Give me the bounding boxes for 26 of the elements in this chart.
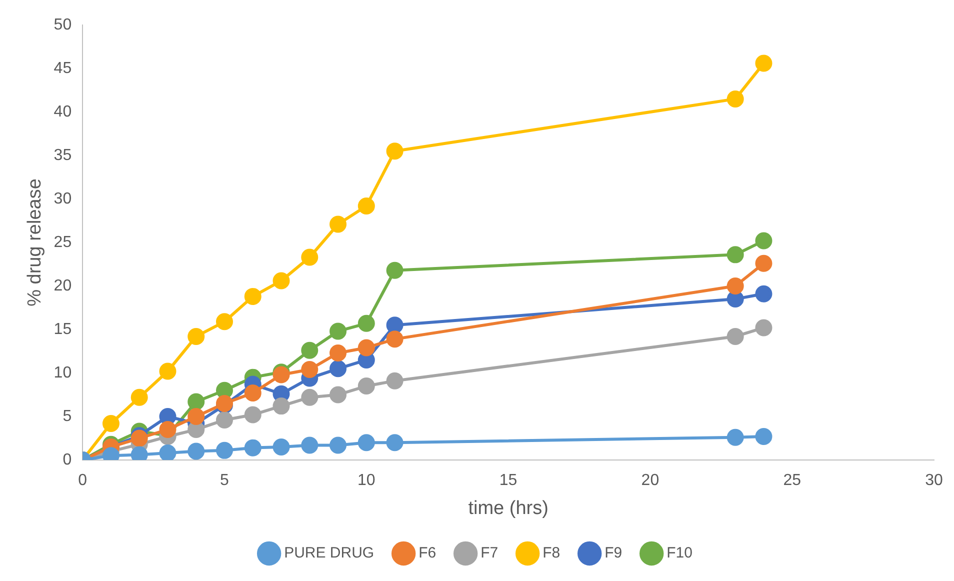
legend-label: PURE DRUG: [284, 544, 374, 562]
y-tick-label: 0: [62, 451, 72, 468]
x-axis-title: time (hrs): [468, 498, 548, 519]
y-tick-label: 15: [54, 320, 72, 338]
y-tick-label: 50: [54, 16, 72, 34]
x-tick-label: 20: [641, 472, 660, 490]
x-tick-label: 30: [925, 472, 943, 490]
y-tick-label: 40: [54, 103, 72, 120]
y-tick-label: 35: [54, 146, 72, 164]
legend-label: F10: [666, 544, 692, 562]
x-tick-label: 15: [499, 472, 518, 490]
y-tick-label: 30: [54, 190, 72, 208]
x-tick-label: 0: [78, 472, 88, 490]
legend-label: F7: [480, 544, 498, 562]
y-tick-label: 20: [54, 277, 72, 294]
x-tick-label: 25: [783, 472, 802, 490]
y-tick-label: 10: [54, 364, 72, 382]
x-tick-label: 10: [358, 472, 376, 490]
legend-label: F9: [604, 544, 622, 562]
y-tick-label: 25: [54, 234, 72, 251]
y-tick-label: 5: [62, 408, 72, 425]
legend-label: F8: [542, 544, 560, 562]
y-tick-label: 45: [54, 60, 72, 77]
legend-label: F6: [418, 544, 436, 562]
y-axis-title: % drug release: [24, 178, 46, 306]
x-tick-label: 5: [220, 472, 230, 490]
